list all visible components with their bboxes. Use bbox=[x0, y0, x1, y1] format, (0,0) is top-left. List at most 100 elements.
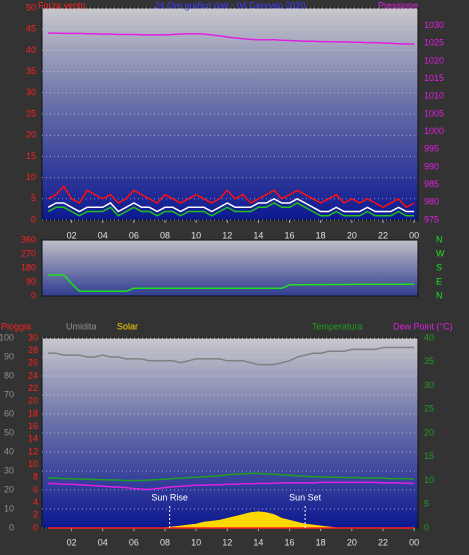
y-tick-label: 100 bbox=[0, 332, 14, 342]
y2-tick-label: 985 bbox=[424, 179, 439, 189]
line bbox=[48, 481, 415, 491]
chart-title: 24 Ore grafico dati - 04 Gennaio 2020 bbox=[154, 0, 305, 10]
line bbox=[47, 202, 415, 217]
x-tick-label: 06 bbox=[129, 537, 139, 547]
y-tick-label: 270 bbox=[21, 248, 36, 258]
y2-tick-label: 1020 bbox=[424, 55, 444, 65]
y3-tick-label: 10 bbox=[28, 459, 38, 469]
y3-tick-label: 30 bbox=[28, 332, 38, 342]
y3-tick-label: 20 bbox=[28, 396, 38, 406]
x-tick-label: 16 bbox=[285, 230, 295, 240]
x-tick-label: 00 bbox=[409, 230, 419, 240]
annotation: Sun Rise bbox=[151, 492, 188, 502]
x-tick-label: 06 bbox=[129, 230, 139, 240]
y-tick-label: 0 bbox=[9, 522, 14, 532]
line bbox=[48, 32, 415, 45]
y2-tick-label: 1030 bbox=[424, 20, 444, 30]
y2-tick-label: 0 bbox=[424, 522, 429, 532]
plot-area bbox=[41, 239, 419, 297]
y2-tick-label: 975 bbox=[424, 214, 439, 224]
y-tick-label: 10 bbox=[26, 172, 36, 182]
line bbox=[48, 346, 415, 366]
y-tick-label: 90 bbox=[26, 276, 36, 286]
y-tick-label: 0 bbox=[31, 290, 36, 300]
x-tick-label: 22 bbox=[378, 537, 388, 547]
y-tick-label: 50 bbox=[4, 427, 14, 437]
axis-label: Pioggia bbox=[1, 321, 31, 331]
y2-tick-label: 20 bbox=[424, 427, 434, 437]
y-tick-label: 70 bbox=[4, 389, 14, 399]
x-tick-label: 14 bbox=[253, 537, 263, 547]
y-tick-label: 90 bbox=[4, 351, 14, 361]
y-tick-label: 360 bbox=[21, 234, 36, 244]
x-tick-label: 10 bbox=[191, 230, 201, 240]
y3-tick-label: 4 bbox=[33, 497, 38, 507]
axis-label: Solar bbox=[117, 321, 138, 331]
x-tick-label: 02 bbox=[67, 230, 77, 240]
x-tick-label: 20 bbox=[347, 230, 357, 240]
x-tick-label: 18 bbox=[316, 230, 326, 240]
y2-tick-label: N bbox=[436, 234, 443, 244]
y2-tick-label: 990 bbox=[424, 161, 439, 171]
y3-tick-label: 28 bbox=[28, 345, 38, 355]
y3-tick-label: 12 bbox=[28, 446, 38, 456]
y3-tick-label: 14 bbox=[28, 434, 38, 444]
y3-tick-label: 2 bbox=[33, 510, 38, 520]
y3-tick-label: 22 bbox=[28, 383, 38, 393]
y-tick-label: 20 bbox=[26, 130, 36, 140]
y-tick-label: 10 bbox=[4, 503, 14, 513]
y-tick-label: 40 bbox=[26, 45, 36, 55]
y3-tick-label: 6 bbox=[33, 484, 38, 494]
y2-tick-label: 980 bbox=[424, 197, 439, 207]
y-tick-label: 25 bbox=[26, 108, 36, 118]
y2-tick-label: W bbox=[436, 248, 445, 258]
y-tick-label: 30 bbox=[26, 87, 36, 97]
x-tick-label: 16 bbox=[285, 537, 295, 547]
axis-label: Pressione bbox=[378, 0, 418, 10]
y3-tick-label: 24 bbox=[28, 370, 38, 380]
axis-label: Forza vento bbox=[38, 0, 86, 10]
axis-label: Umidita bbox=[66, 321, 97, 331]
y2-tick-label: N bbox=[436, 290, 443, 300]
x-tick-label: 00 bbox=[409, 537, 419, 547]
x-tick-label: 02 bbox=[67, 537, 77, 547]
y-tick-label: 80 bbox=[4, 370, 14, 380]
y-tick-label: 50 bbox=[26, 2, 36, 12]
y-tick-label: 0 bbox=[31, 214, 36, 224]
line bbox=[48, 274, 415, 293]
axis-label: Dew Point (°C) bbox=[393, 321, 453, 331]
y2-tick-label: 1025 bbox=[424, 38, 444, 48]
x-tick-label: 04 bbox=[98, 537, 108, 547]
x-tick-label: 04 bbox=[98, 230, 108, 240]
y2-tick-label: 5 bbox=[424, 499, 429, 509]
x-tick-label: 20 bbox=[347, 537, 357, 547]
y3-tick-label: 0 bbox=[33, 522, 38, 532]
y2-tick-label: 25 bbox=[424, 404, 434, 414]
line bbox=[48, 472, 415, 482]
x-tick-label: 12 bbox=[222, 537, 232, 547]
y3-tick-label: 16 bbox=[28, 421, 38, 431]
y2-tick-label: S bbox=[436, 262, 442, 272]
y-tick-label: 60 bbox=[4, 408, 14, 418]
y2-tick-label: 30 bbox=[424, 380, 434, 390]
x-tick-label: 08 bbox=[160, 230, 170, 240]
y-tick-label: 35 bbox=[26, 66, 36, 76]
annotation: Sun Set bbox=[289, 492, 322, 502]
y-tick-label: 30 bbox=[4, 465, 14, 475]
y-tick-label: 180 bbox=[21, 262, 36, 272]
y-tick-label: 5 bbox=[31, 193, 36, 203]
axis-label: Temperatura bbox=[312, 321, 363, 331]
y2-tick-label: 1010 bbox=[424, 91, 444, 101]
y-tick-label: 40 bbox=[4, 446, 14, 456]
y-tick-label: 20 bbox=[4, 484, 14, 494]
y2-tick-label: 35 bbox=[424, 356, 434, 366]
x-tick-label: 18 bbox=[316, 537, 326, 547]
y3-tick-label: 26 bbox=[28, 358, 38, 368]
y2-tick-label: 995 bbox=[424, 144, 439, 154]
line bbox=[47, 197, 415, 213]
y2-tick-label: 1005 bbox=[424, 108, 444, 118]
y2-tick-label: 1015 bbox=[424, 73, 444, 83]
y-tick-label: 45 bbox=[26, 24, 36, 34]
